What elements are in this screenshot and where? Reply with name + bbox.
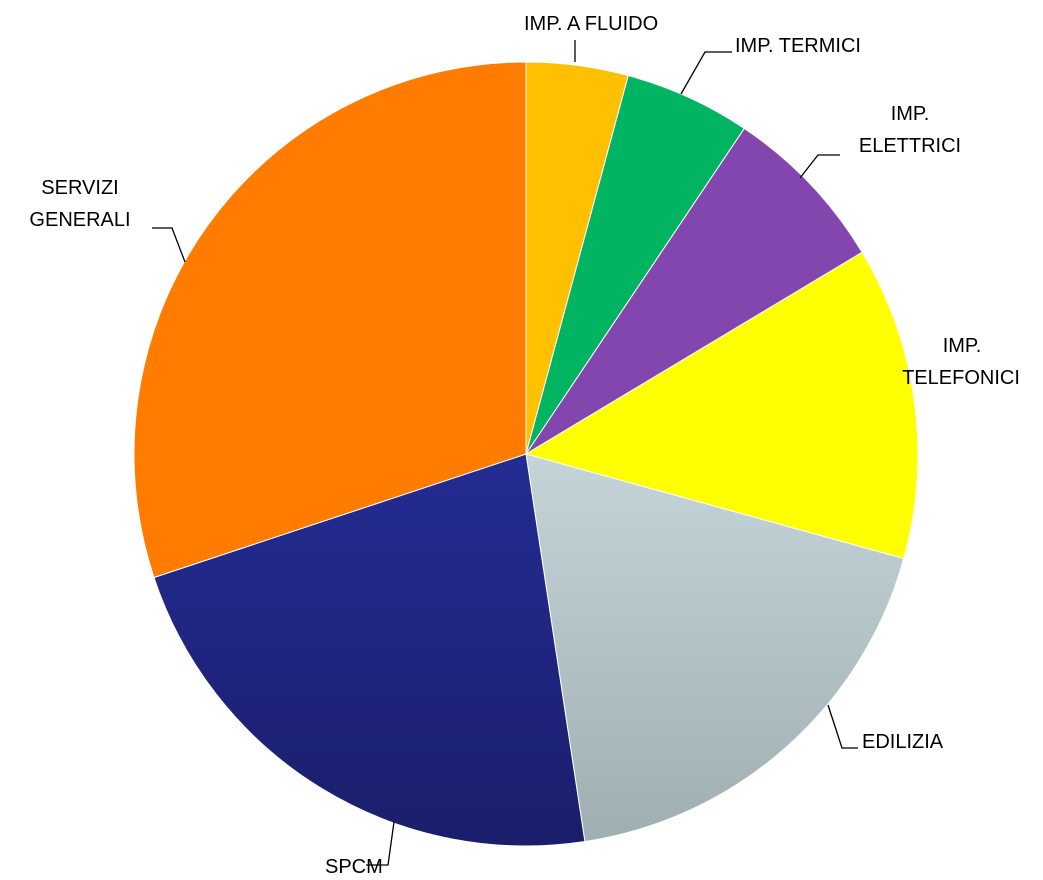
- leader-line-imp-termici: [680, 51, 732, 95]
- pie-slice-spcm: [153, 453, 586, 847]
- leader-line-imp-elettrici: [799, 154, 840, 179]
- slice-labels: IMP. A FLUIDO IMP. TERMICI IMP. ELETTRIC…: [29, 13, 1019, 878]
- slice-label-imp-termici: IMP. TERMICI: [735, 35, 861, 57]
- leader-line-servizi-generali: [152, 227, 186, 263]
- leader-line-edilizia: [827, 704, 858, 749]
- pie-slice-imp-elettrici: [525, 127, 863, 455]
- pie-slice-edilizia: [525, 453, 905, 843]
- slice-label-imp-elettrici-line1: IMP.: [891, 103, 930, 125]
- leader-line-spcm: [366, 821, 395, 866]
- slice-label-imp-telefonici-line2: TELEFONICI: [902, 367, 1020, 389]
- slice-label-imp-a-fluido: IMP. A FLUIDO: [524, 13, 658, 35]
- slice-label-imp-elettrici-line2: ELETTRICI: [859, 135, 961, 157]
- slice-label-spcm: SPCM: [325, 856, 383, 878]
- pie-slice-servizi-generali: [133, 61, 527, 579]
- slice-label-servizi-generali-line2: GENERALI: [29, 209, 130, 231]
- slice-label-servizi-generali-line1: SERVIZI: [41, 177, 118, 199]
- slice-label-edilizia: EDILIZIA: [862, 731, 944, 753]
- slice-label-imp-telefonici-line1: IMP.: [943, 335, 982, 357]
- leader-lines: [152, 40, 858, 866]
- pie-slices: [133, 61, 919, 847]
- pie-slice-imp-telefonici: [524, 251, 919, 560]
